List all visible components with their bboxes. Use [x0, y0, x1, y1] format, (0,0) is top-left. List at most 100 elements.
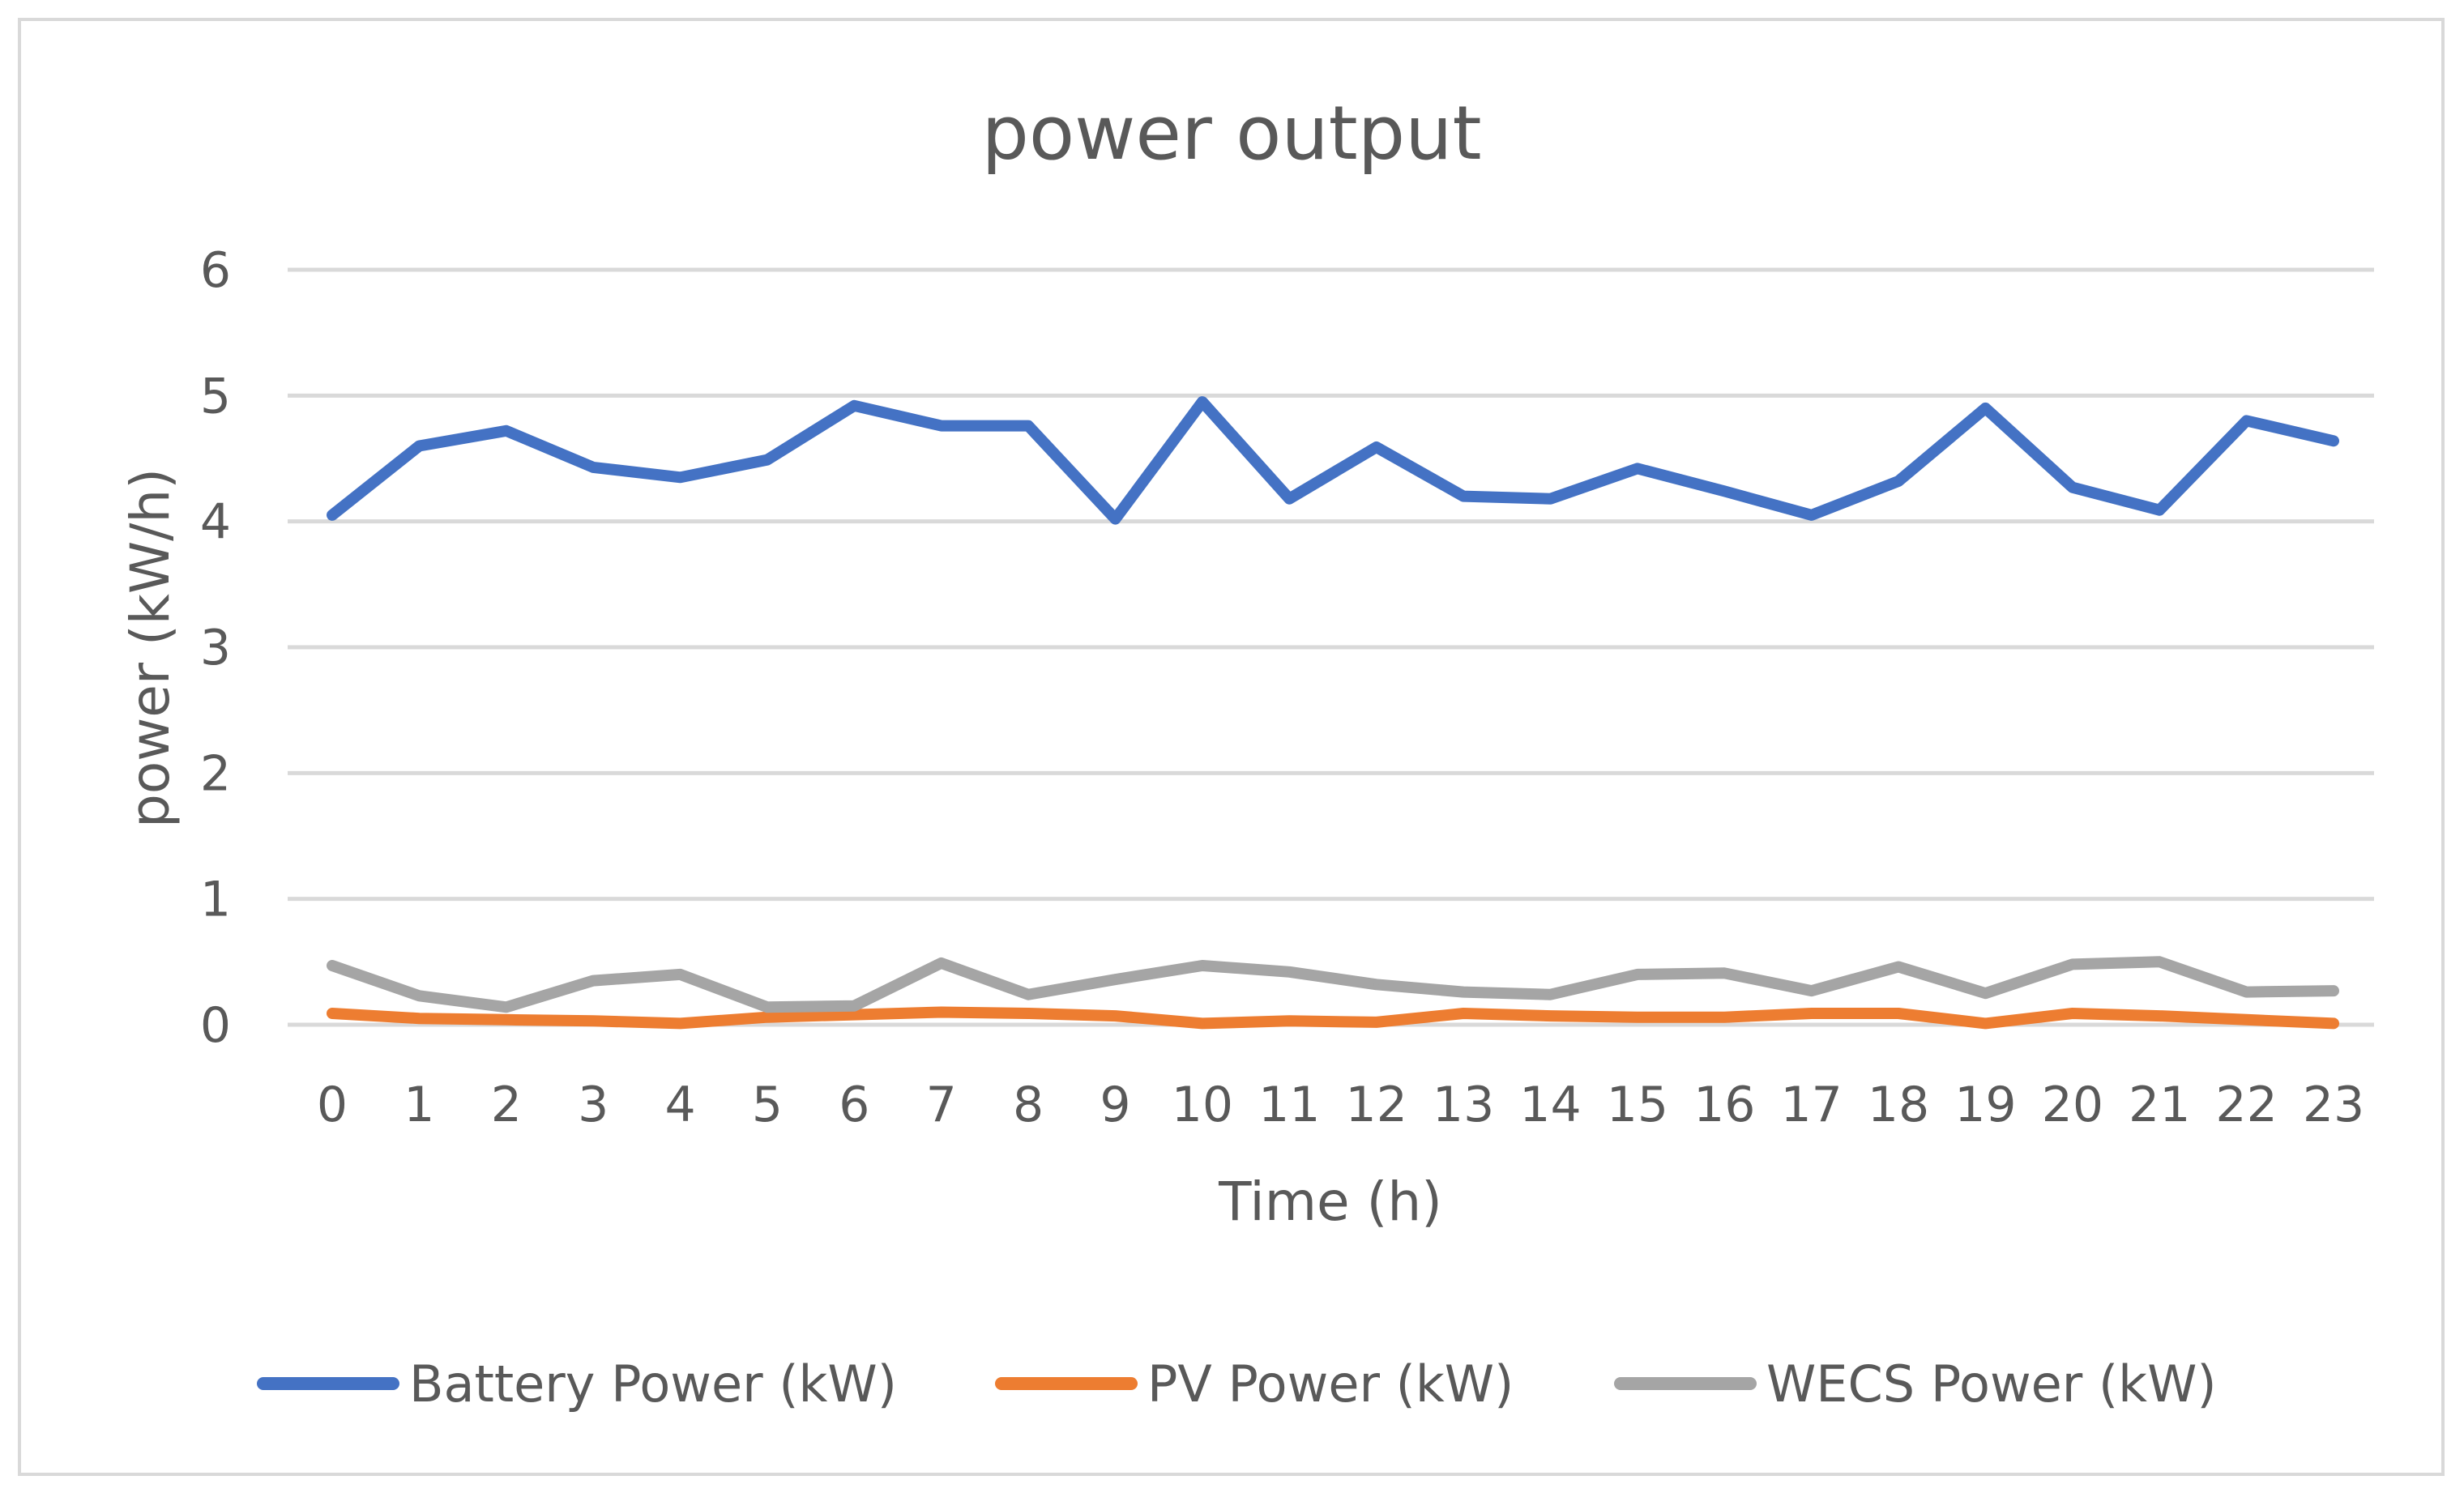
x-axis-title: Time (h): [1218, 1171, 1442, 1233]
x-tick-label: 1: [404, 1077, 434, 1133]
data-point: [1548, 992, 1553, 997]
data-point: [2069, 1011, 2075, 1017]
data-point: [1808, 512, 1814, 518]
data-point: [1026, 423, 1031, 429]
data-point: [1722, 1014, 1727, 1020]
x-tick-label: 3: [578, 1077, 609, 1133]
data-point: [1983, 405, 1988, 411]
x-tick-label: 17: [1780, 1077, 1842, 1133]
data-point: [2331, 1021, 2336, 1026]
series-line-1: [327, 1006, 2339, 1030]
data-point: [677, 971, 683, 977]
y-tick-label: 6: [200, 242, 231, 299]
data-point: [677, 475, 683, 480]
legend-label: WECS Power (kW): [1766, 1354, 2217, 1414]
legend-label: PV Power (kW): [1147, 1354, 1514, 1414]
y-tick-label: 2: [200, 745, 231, 802]
data-point: [2244, 989, 2249, 995]
data-point: [1287, 969, 1292, 975]
x-tick-label: 4: [664, 1077, 695, 1133]
data-point: [416, 443, 422, 449]
data-point: [503, 1004, 509, 1010]
data-point: [591, 1018, 596, 1024]
y-tick-label: 1: [200, 872, 231, 928]
series-line-2: [327, 956, 2339, 1013]
data-point: [1199, 962, 1205, 968]
data-point: [591, 464, 596, 470]
data-point: [1722, 970, 1727, 976]
x-tick-label: 6: [839, 1077, 869, 1133]
series-lines: [327, 396, 2339, 1030]
x-tick-label: 15: [1607, 1077, 1668, 1133]
data-point: [852, 1012, 857, 1017]
data-point: [1722, 488, 1727, 494]
data-point: [2069, 962, 2075, 967]
data-point: [1112, 1013, 1118, 1019]
x-tick-label: 5: [752, 1077, 783, 1133]
x-tick-label: 10: [1172, 1077, 1233, 1133]
data-point: [1548, 1013, 1553, 1019]
data-point: [1373, 445, 1379, 450]
data-point: [852, 403, 857, 408]
x-tick-label: 2: [491, 1077, 522, 1133]
x-tick-label: 22: [2215, 1077, 2277, 1133]
data-point: [330, 1011, 335, 1017]
data-point: [1634, 466, 1640, 471]
data-point: [330, 962, 335, 968]
x-axis-ticks: 0 1 2 3 4 5 6 7 8 9 10 11 12 13 14 15 16 17 18 19 20 21 22 23: [317, 1077, 2364, 1133]
data-point: [1287, 1018, 1292, 1024]
data-point: [1026, 992, 1031, 997]
data-point: [1896, 964, 1902, 970]
data-point: [1373, 982, 1379, 987]
chart-title: power output: [981, 90, 1481, 177]
x-tick-label: 0: [317, 1077, 348, 1133]
gridlines: [288, 267, 2374, 1027]
data-point: [2069, 484, 2075, 490]
data-point: [764, 1014, 770, 1020]
x-tick-label: 12: [1346, 1077, 1407, 1133]
data-point: [503, 1017, 509, 1022]
data-point: [938, 1009, 944, 1015]
data-point: [764, 457, 770, 463]
data-point: [1983, 991, 1988, 996]
series-line-0: [327, 396, 2339, 525]
x-tick-label: 7: [926, 1077, 957, 1133]
data-point: [591, 978, 596, 983]
y-tick-label: 0: [200, 997, 231, 1054]
data-point: [1112, 516, 1118, 522]
data-point: [2244, 1017, 2249, 1022]
data-point: [2244, 418, 2249, 424]
data-point: [938, 960, 944, 966]
data-point: [2157, 959, 2163, 965]
data-point: [677, 1021, 683, 1026]
data-point: [2331, 438, 2336, 444]
data-point: [764, 1004, 770, 1010]
data-point: [416, 993, 422, 999]
data-point: [416, 1016, 422, 1021]
x-tick-label: 21: [2129, 1077, 2190, 1133]
y-tick-label: 4: [200, 494, 231, 551]
data-point: [1199, 399, 1205, 405]
data-point: [2157, 507, 2163, 513]
data-point: [1112, 977, 1118, 983]
x-tick-label: 18: [1868, 1077, 1929, 1133]
data-point: [1634, 971, 1640, 977]
x-tick-label: 23: [2303, 1077, 2364, 1133]
data-point: [1199, 1021, 1205, 1026]
x-tick-label: 9: [1100, 1077, 1130, 1133]
y-tick-label: 5: [200, 368, 231, 424]
data-point: [503, 428, 509, 433]
data-point: [1808, 988, 1814, 994]
x-tick-label: 8: [1013, 1077, 1044, 1133]
data-point: [2331, 988, 2336, 994]
data-point: [1373, 1019, 1379, 1025]
y-axis-title: power (kW/h): [119, 468, 181, 828]
x-tick-label: 13: [1433, 1077, 1494, 1133]
data-point: [1634, 1014, 1640, 1020]
x-tick-label: 19: [1954, 1077, 2016, 1133]
data-point: [1548, 496, 1553, 501]
y-axis-ticks: 0 1 2 3 4 5 6: [200, 242, 231, 1054]
data-point: [938, 423, 944, 429]
y-tick-label: 3: [200, 620, 231, 676]
